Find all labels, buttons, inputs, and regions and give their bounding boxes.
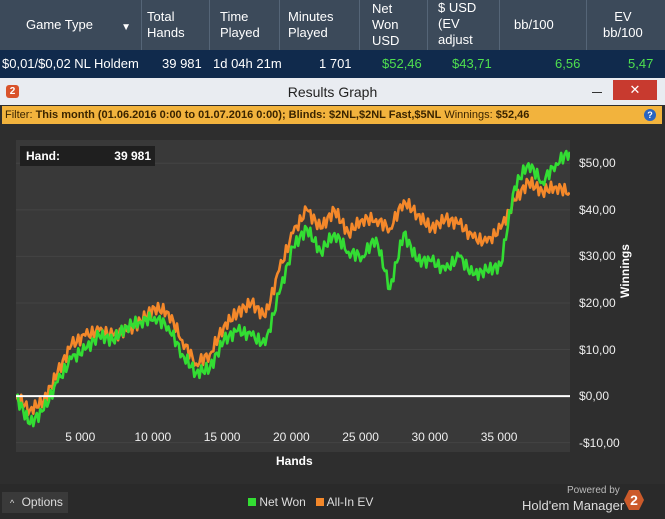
x-tick-label: 15 000: [203, 430, 241, 444]
col-minutes-played-line2: Played: [288, 25, 328, 40]
plot-area[interactable]: Hand: 39 981: [16, 140, 570, 452]
col-bb100-label: bb/100: [514, 17, 554, 32]
cell-ev: $43,71: [452, 56, 492, 71]
cell-total-hands: 39 981: [162, 56, 202, 71]
col-game-type[interactable]: Game Type ▼: [0, 0, 142, 50]
cell-minutes-played: 1 701: [319, 56, 352, 71]
results-chart[interactable]: [16, 140, 570, 452]
hm2-logo-icon: 2: [624, 490, 644, 510]
y-tick-label: $20,00: [579, 295, 616, 310]
x-tick-label: 5 000: [65, 430, 96, 444]
stats-table-header: Game Type ▼ Total Hands Time Played Minu…: [0, 0, 665, 50]
hand-readout: Hand: 39 981: [20, 146, 155, 166]
legend-ev-swatch: [316, 498, 324, 506]
y-tick-label: $30,00: [579, 249, 616, 264]
x-tick-label: 25 000: [342, 430, 379, 444]
cell-time-played: 1d 04h 21m: [213, 56, 282, 71]
options-button[interactable]: ^ Options: [2, 492, 68, 513]
col-total-hands-line2: Hands: [147, 25, 185, 40]
legend-net-label: Net Won: [259, 495, 306, 509]
x-tick-label: 10 000: [134, 430, 172, 444]
close-button[interactable]: ✕: [613, 80, 657, 100]
legend-ev-label: All-In EV: [326, 495, 374, 509]
y-tick-label: $10,00: [579, 342, 616, 357]
all-in-ev-line: [16, 176, 570, 417]
bottom-bar: ^ Options Net Won All-In EV Powered by H…: [0, 484, 665, 519]
x-tick-label: 30 000: [411, 430, 449, 444]
cell-game-type: $0,01/$0,02 NL Holdem: [2, 56, 139, 71]
col-net-won[interactable]: Net Won USD: [360, 0, 428, 50]
y-tick-label: $40,00: [579, 202, 616, 217]
col-ev-line3: adjust: [438, 32, 473, 47]
col-bb100[interactable]: bb/100: [500, 0, 587, 50]
legend-net-swatch: [248, 498, 256, 506]
legend-all-in-ev[interactable]: All-In EV: [316, 495, 373, 509]
x-tick-label: 20 000: [273, 430, 310, 444]
minimize-icon: [592, 92, 602, 93]
stats-table-row[interactable]: $0,01/$0,02 NL Holdem 39 981 1d 04h 21m …: [0, 50, 665, 78]
x-axis-title: Hands: [276, 454, 313, 468]
y-tick-label: $50,00: [579, 156, 616, 171]
chevron-up-icon: ^: [10, 498, 15, 508]
col-ev-line1: $ USD: [438, 0, 477, 15]
filter-bar[interactable]: Filter: This month (01.06.2016 0:00 to 0…: [2, 106, 662, 124]
results-graph-window: 2 Results Graph ✕ Filter: This month (01…: [0, 78, 665, 519]
filter-text: This month (01.06.2016 0:00 to 01.07.201…: [35, 109, 442, 121]
hand-value: 39 981: [114, 149, 151, 163]
brand-label: Hold'em Manager: [522, 498, 625, 513]
y-tick-label: $0,00: [579, 389, 610, 404]
col-time-played-line2: Played: [220, 25, 260, 40]
col-ev-bb100[interactable]: EV bb/100: [587, 0, 665, 50]
minimize-button[interactable]: [590, 83, 604, 97]
col-total-hands-line1: Total: [147, 9, 175, 24]
cell-bb100: 6,56: [555, 56, 581, 71]
col-ev-bb100-line2: bb/100: [603, 25, 643, 40]
window-titlebar[interactable]: 2 Results Graph ✕: [0, 78, 665, 105]
cell-ev-bb100: 5,47: [628, 56, 654, 71]
powered-by-label: Powered by: [567, 485, 620, 496]
hand-label: Hand:: [26, 149, 60, 163]
col-ev-adjusted[interactable]: $ USD (EV adjust: [428, 0, 500, 50]
col-time-played[interactable]: Time Played: [210, 0, 280, 50]
col-net-won-line1: Net: [372, 1, 393, 16]
col-time-played-line1: Time: [220, 9, 249, 24]
col-net-won-line3: USD: [372, 33, 400, 48]
net-won-line: [16, 149, 570, 428]
x-tick-label: 35 000: [480, 430, 518, 444]
col-minutes-played[interactable]: Minutes Played: [280, 0, 360, 50]
close-icon: ✕: [629, 82, 641, 97]
col-ev-line2: (EV: [438, 16, 460, 31]
winnings-value: $52,46: [495, 109, 530, 121]
col-total-hands[interactable]: Total Hands: [141, 0, 210, 50]
y-axis-title: Winnings: [618, 244, 632, 298]
cell-net-won: $52,46: [382, 56, 422, 71]
y-tick-label: -$10,00: [579, 435, 620, 450]
col-ev-bb100-line1: EV: [614, 9, 632, 24]
help-icon[interactable]: ?: [644, 109, 656, 121]
winnings-label: Winnings:: [444, 109, 493, 121]
options-label: Options: [21, 495, 63, 509]
filter-label: Filter:: [5, 109, 33, 121]
col-minutes-played-line1: Minutes: [288, 9, 334, 24]
window-title: Results Graph: [287, 84, 378, 100]
col-game-type-label: Game Type: [26, 17, 93, 32]
hm2-app-icon: 2: [6, 85, 19, 98]
legend-net-won[interactable]: Net Won: [248, 495, 306, 509]
sort-dropdown-icon[interactable]: ▼: [121, 22, 131, 33]
col-net-won-line2: Won: [372, 17, 399, 32]
